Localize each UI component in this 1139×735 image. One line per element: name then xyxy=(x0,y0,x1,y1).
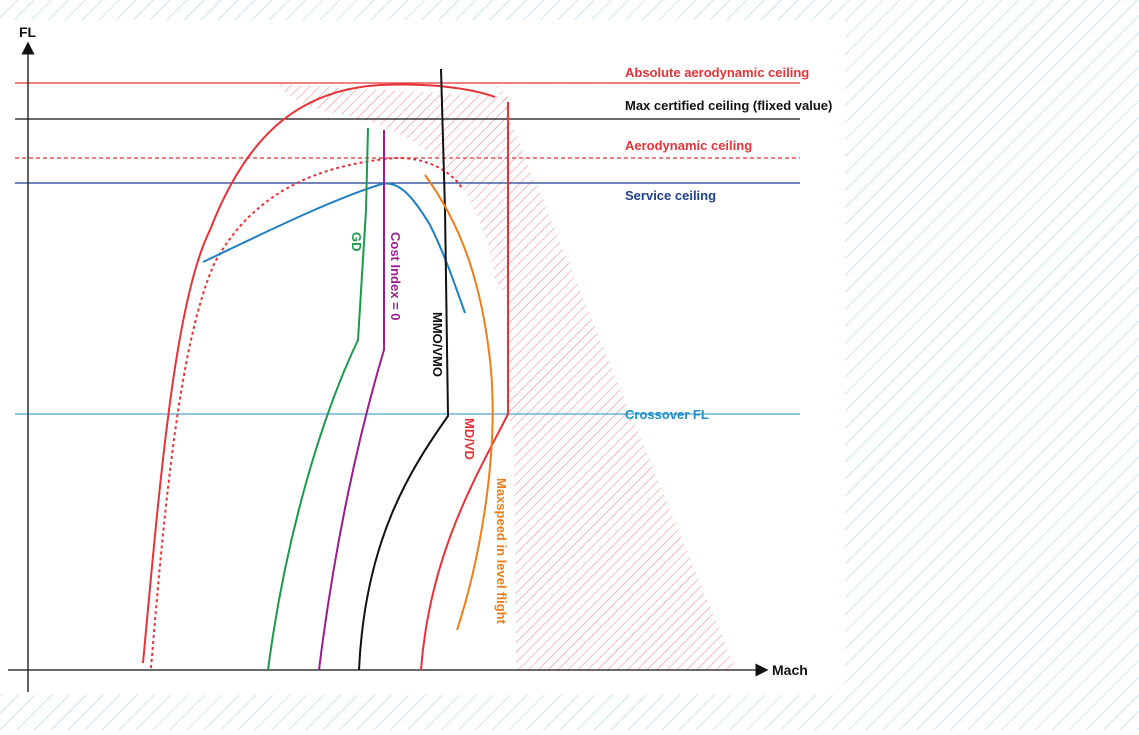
forbidden-zone-hatch xyxy=(277,83,736,670)
x-axis-label: Mach xyxy=(772,662,808,678)
crossover-fl-label: Crossover FL xyxy=(625,407,709,422)
maxspeed-label: Maxspeed in level flight xyxy=(494,478,509,625)
forbidden-zone-hatch-left xyxy=(277,84,508,300)
cost-index-curve xyxy=(318,130,385,671)
md-vd-label: MD/VD xyxy=(462,418,477,460)
service-ceiling-label: Service ceiling xyxy=(625,188,716,203)
md-vd-curve xyxy=(420,102,509,671)
maxspeed-curve xyxy=(424,174,494,631)
y-axis-label: FL xyxy=(19,24,37,40)
mmo-vmo-curve xyxy=(358,68,450,671)
absolute-aero-ceiling-label: Absolute aerodynamic ceiling xyxy=(625,65,809,80)
max-certified-ceiling-label: Max certified ceiling (flixed value) xyxy=(625,98,832,113)
service-ceiling-curve xyxy=(202,182,466,314)
mmo-vmo-label: MMO/VMO xyxy=(430,312,445,377)
cost-index-label: Cost Index = 0 xyxy=(388,232,403,321)
absolute-ceiling-curve xyxy=(142,83,496,664)
gd-curve xyxy=(267,127,369,671)
aero-ceiling-label: Aerodynamic ceiling xyxy=(625,138,752,153)
aero-ceiling-curve xyxy=(150,156,463,669)
gd-label: GD xyxy=(349,232,364,252)
